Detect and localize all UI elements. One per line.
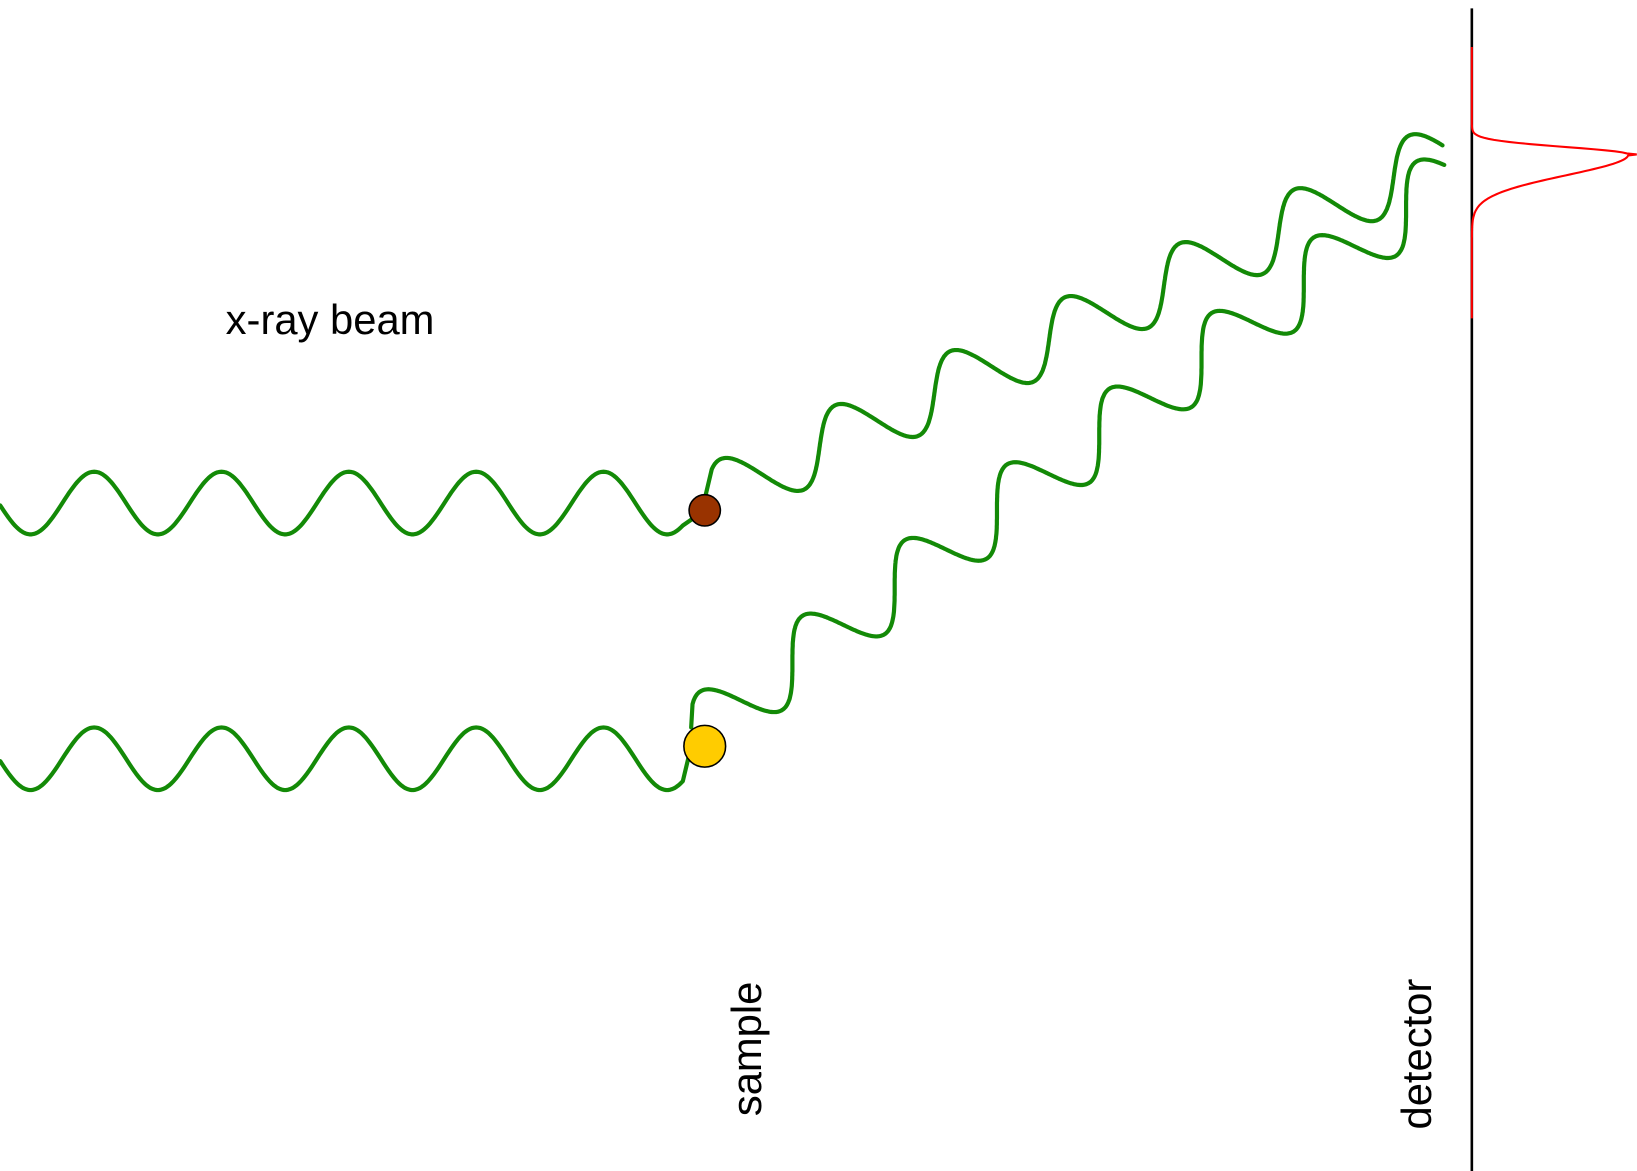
beam-label: x-ray beam xyxy=(226,296,435,343)
atom xyxy=(684,725,726,767)
detector-label: detector xyxy=(1393,979,1440,1130)
atom xyxy=(689,495,720,526)
detector-signal xyxy=(1472,47,1637,318)
scattered-wave xyxy=(691,159,1444,727)
incident-wave xyxy=(0,727,691,790)
scattered-wave xyxy=(705,134,1443,499)
sample-label: sample xyxy=(723,982,770,1117)
diagram: x-ray beam sample detector xyxy=(0,0,1637,1171)
page: x-ray beam sample detector (() => { cons… xyxy=(0,0,1637,1171)
incident-wave xyxy=(0,472,704,535)
